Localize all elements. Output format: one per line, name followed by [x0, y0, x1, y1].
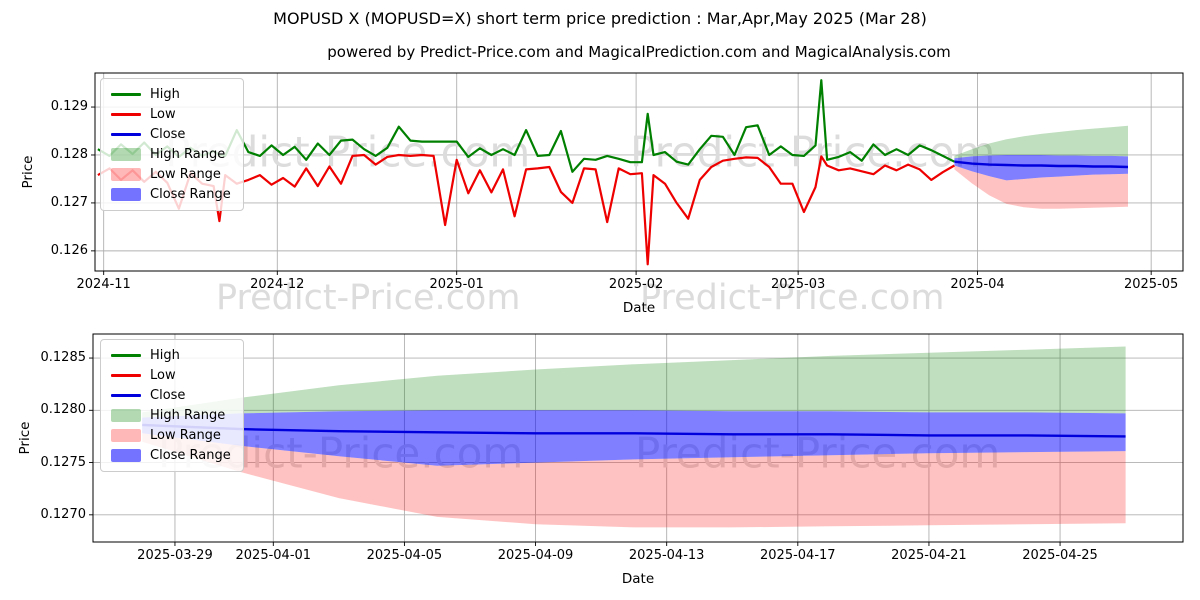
- legend-item: Close Range: [111, 447, 235, 464]
- legend-item: Low Range: [111, 166, 235, 183]
- legend-swatch-close: [111, 394, 141, 397]
- close-range-area: [954, 155, 1128, 181]
- x-tick-label: 2025-01: [429, 277, 484, 292]
- legend-label: Close Range: [150, 448, 231, 463]
- x-tick-label: 2025-04: [950, 277, 1005, 292]
- y-tick-label: 0.1280: [40, 402, 87, 418]
- legend-swatch-close-range: [111, 188, 141, 201]
- x-tick-label: 2025-04-01: [235, 548, 312, 563]
- legend-detail: High Low Close High Range Low Range Close Ran…: [100, 339, 244, 472]
- legend-swatch-high-range: [111, 409, 141, 422]
- legend-label: Low Range: [150, 167, 221, 182]
- x-axis-label: Date: [622, 300, 656, 316]
- legend-swatch-high: [111, 93, 141, 96]
- x-tick-label: 2025-04-25: [1022, 548, 1098, 563]
- legend-overview: High Low Close High Range Low Range Close Ran…: [100, 78, 244, 211]
- legend-item: Low Range: [111, 427, 235, 444]
- low-range-area: [954, 165, 1128, 209]
- legend-swatch-low-range: [111, 429, 141, 442]
- legend-label: High Range: [150, 408, 226, 423]
- close-line: [142, 423, 1126, 438]
- legend-swatch-low-range: [111, 168, 141, 181]
- legend-swatch-low: [111, 113, 141, 116]
- y-tick-label: 0.127: [50, 194, 88, 210]
- x-tick-label: 2025-04-17: [760, 548, 836, 563]
- y-tick-label: 0.129: [50, 99, 88, 115]
- legend-swatch-close-range: [111, 449, 141, 462]
- legend-swatch-high-range: [111, 148, 141, 161]
- high-range-area: [954, 125, 1128, 159]
- high-range-area: [142, 346, 1126, 418]
- x-tick-label: 2025-02: [608, 277, 664, 292]
- plot-border: [94, 72, 1184, 272]
- y-axis-label: Price: [20, 155, 36, 189]
- page-title: MOPUSD X (MOPUSD=X) short term price pre…: [273, 9, 927, 28]
- watermark-text: Predict-Price.com: [630, 128, 995, 177]
- legend-label: Low: [150, 107, 176, 122]
- x-tick-label: 2025-03: [770, 277, 826, 292]
- x-tick-label: 2025-04-09: [497, 548, 574, 563]
- legend-item: Close Range: [111, 186, 235, 203]
- x-tick-label: 2024-11: [76, 277, 131, 292]
- legend-item: High: [111, 86, 235, 103]
- low-range-area: [142, 433, 1126, 528]
- legend-label: Close: [150, 127, 186, 142]
- legend-label: High: [150, 348, 180, 363]
- y-tick-label: 0.1275: [40, 454, 87, 470]
- legend-item: High: [111, 347, 235, 364]
- legend-label: Close: [150, 388, 186, 403]
- x-tick-label: 2025-04-21: [891, 548, 967, 563]
- legend-item: Low: [111, 367, 235, 384]
- y-tick-label: 0.1270: [40, 506, 87, 522]
- watermark-text: Predict-Price.com: [216, 278, 520, 318]
- x-tick-label: 2024-12: [250, 277, 305, 292]
- close-range-area: [142, 410, 1126, 466]
- legend-item: Close: [111, 126, 235, 143]
- x-tick-label: 2025-04-05: [366, 548, 443, 563]
- legend-label: High: [150, 87, 180, 102]
- x-tick-label: 2025-03-29: [137, 548, 213, 563]
- legend-label: Close Range: [150, 187, 231, 202]
- plot-border: [92, 333, 1184, 543]
- x-tick-label: 2025-04-13: [628, 548, 705, 563]
- legend-swatch-low: [111, 374, 141, 377]
- legend-item: High Range: [111, 146, 235, 163]
- legend-swatch-high: [111, 354, 141, 357]
- watermark-text: Predict-Price.com: [640, 278, 944, 318]
- chart-subtitle: powered by Predict-Price.com and Magical…: [327, 43, 951, 61]
- close-line: [954, 160, 1129, 169]
- legend-item: Low: [111, 106, 235, 123]
- legend-label: High Range: [150, 147, 226, 162]
- x-tick-label: 2025-05: [1123, 277, 1179, 292]
- legend-swatch-close: [111, 133, 141, 136]
- y-tick-label: 0.1285: [40, 350, 87, 366]
- legend-label: Low: [150, 368, 176, 383]
- y-tick-label: 0.126: [50, 242, 88, 258]
- legend-item: Close: [111, 387, 235, 404]
- legend-label: Low Range: [150, 428, 221, 443]
- y-tick-label: 0.128: [50, 146, 88, 162]
- y-axis-label: Price: [17, 421, 33, 455]
- legend-item: High Range: [111, 407, 235, 424]
- x-axis-label: Date: [621, 571, 655, 587]
